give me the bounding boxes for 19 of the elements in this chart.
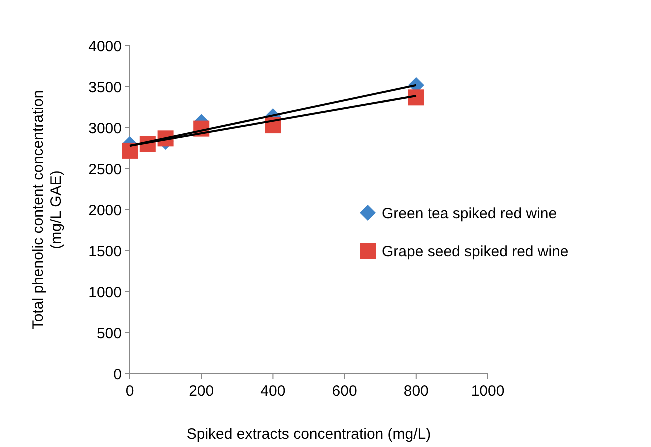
y-tick-label: 4000 — [88, 38, 122, 56]
x-tick-label: 0 — [126, 383, 134, 400]
x-tick-label: 800 — [404, 383, 429, 400]
y-tick-label: 1000 — [88, 284, 122, 302]
y-tick-label: 0 — [114, 366, 122, 384]
y-tick-label: 500 — [96, 325, 122, 342]
legend-label: Green tea spiked red wine — [382, 205, 558, 222]
x-tick-label: 400 — [260, 383, 286, 400]
y-tick-label: 3000 — [88, 120, 122, 138]
y-tick-label: 2000 — [88, 202, 122, 220]
x-axis-title: Spiked extracts concentration (mg/L) — [186, 426, 432, 443]
y-tick-label: 1500 — [88, 243, 122, 260]
y-tick-label: 2500 — [88, 161, 122, 178]
legend-label: Grape seed spiked red wine — [382, 243, 569, 260]
y-tick-label: 3500 — [88, 79, 122, 96]
y-axis-title: Total phenolic content concentration (mg/L GAE) — [30, 90, 65, 330]
x-tick-label: 1000 — [471, 383, 505, 400]
x-tick-label: 600 — [332, 383, 358, 400]
x-tick-label: 200 — [189, 383, 214, 400]
